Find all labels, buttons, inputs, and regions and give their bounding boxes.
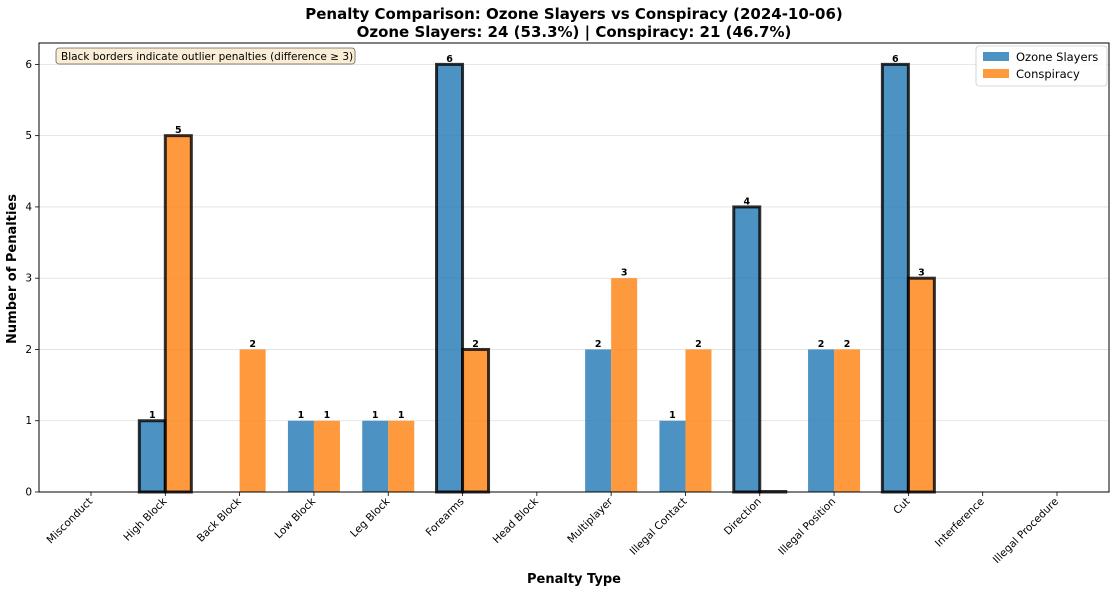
y-tick-label-5: 5 xyxy=(25,130,32,142)
x-tick-label-illegal-position: Illegal Position xyxy=(776,496,838,558)
bar-ozone-slayers-direction xyxy=(732,205,762,494)
y-axis: 0 1 2 3 4 5 6 xyxy=(25,59,39,499)
outlier-note-text: Black borders indicate outlier penalties… xyxy=(61,51,353,63)
bar-conspiracy-illegal-contact xyxy=(685,349,712,492)
bar-conspiracy-leg-block xyxy=(388,420,415,492)
x-tick-label-illegal-procedure: Illegal Procedure xyxy=(991,496,1061,566)
x-tick-label-multiplayer: Multiplayer xyxy=(565,495,615,545)
data-label-conspiracy-cut: 3 xyxy=(918,268,925,279)
bar-conspiracy-illegal-position xyxy=(834,349,861,492)
bar-conspiracy-cut xyxy=(906,276,936,494)
x-tick-label-illegal-contact: Illegal Contact xyxy=(628,496,690,558)
data-label-ozone-slayers-direction: 4 xyxy=(743,196,750,207)
bar-ozone-slayers-forearms xyxy=(435,62,465,494)
y-tick-label-6: 6 xyxy=(25,59,32,71)
data-label-conspiracy-back-block: 2 xyxy=(249,339,256,350)
legend-swatch-ozone-slayers xyxy=(983,52,1009,61)
bar-ozone-slayers-leg-block xyxy=(362,420,389,492)
gridlines xyxy=(39,63,1109,493)
bar-ozone-slayers-low-block xyxy=(287,420,314,492)
y-axis-label: Number of Penalties xyxy=(5,194,20,344)
x-tick-label-back-block: Back Block xyxy=(195,495,245,545)
x-tick-label-cut: Cut xyxy=(891,496,912,517)
data-label-conspiracy-illegal-contact: 2 xyxy=(695,339,702,350)
x-tick-label-leg-block: Leg Block xyxy=(348,495,393,540)
data-label-ozone-slayers-multiplayer: 2 xyxy=(595,339,602,350)
bar-conspiracy-low-block xyxy=(313,420,340,492)
data-label-ozone-slayers-forearms: 6 xyxy=(446,54,453,65)
x-tick-label-forearms: Forearms xyxy=(424,496,467,539)
chart-subtitle: Ozone Slayers: 24 (53.3%) | Conspiracy: … xyxy=(357,23,792,42)
bar-conspiracy-forearms xyxy=(461,347,491,494)
data-label-conspiracy-high-block: 5 xyxy=(175,125,182,136)
bar-ozone-slayers-cut xyxy=(880,62,910,494)
x-tick-label-direction: Direction xyxy=(722,496,764,538)
x-tick-label-low-block: Low Block xyxy=(272,495,318,541)
data-label-conspiracy-multiplayer: 3 xyxy=(621,268,628,279)
legend-swatch-conspiracy xyxy=(983,69,1009,78)
x-axis-label: Penalty Type xyxy=(527,572,621,587)
legend-label-ozone-slayers: Ozone Slayers xyxy=(1016,50,1098,64)
x-tick-label-interference: Interference xyxy=(933,496,987,550)
data-label-ozone-slayers-high-block: 1 xyxy=(149,410,156,421)
y-tick-label-0: 0 xyxy=(25,487,32,499)
y-tick-label-1: 1 xyxy=(25,415,32,427)
data-label-conspiracy-leg-block: 1 xyxy=(398,410,405,421)
legend-label-conspiracy: Conspiracy xyxy=(1016,67,1080,81)
bar-conspiracy-high-block xyxy=(163,134,193,494)
data-label-ozone-slayers-low-block: 1 xyxy=(298,410,305,421)
y-tick-label-3: 3 xyxy=(25,273,32,285)
outlier-note: Black borders indicate outlier penalties… xyxy=(55,47,356,65)
x-tick-label-high-block: High Block xyxy=(121,495,170,544)
x-tick-label-misconduct: Misconduct xyxy=(45,496,96,547)
bar-conspiracy-multiplayer xyxy=(611,278,638,492)
outlier-note-box xyxy=(55,47,356,65)
data-label-ozone-slayers-illegal-position: 2 xyxy=(818,339,825,350)
x-tick-label-head-block: Head Block xyxy=(491,495,542,546)
data-label-ozone-slayers-illegal-contact: 1 xyxy=(669,410,676,421)
data-label-ozone-slayers-cut: 6 xyxy=(892,54,899,65)
y-tick-label-2: 2 xyxy=(25,344,32,356)
plot-frame xyxy=(38,42,1110,493)
chart-title: Penalty Comparison: Ozone Slayers vs Con… xyxy=(305,5,843,23)
bar-ozone-slayers-high-block xyxy=(137,419,167,494)
data-label-conspiracy-illegal-position: 2 xyxy=(844,339,851,350)
y-tick-label-4: 4 xyxy=(25,201,32,213)
data-label-ozone-slayers-leg-block: 1 xyxy=(372,410,379,421)
x-axis: Misconduct High Block Back Block Low Block L… xyxy=(45,492,1061,566)
legend: Ozone Slayers Conspiracy xyxy=(975,45,1108,87)
bar-ozone-slayers-illegal-contact xyxy=(659,420,686,492)
data-label-conspiracy-low-block: 1 xyxy=(324,410,331,421)
data-labels: 1 1 1 6 2 1 4 2 6 5 2 1 1 2 3 2 2 3 xyxy=(149,54,925,421)
bar-ozone-slayers-illegal-position xyxy=(808,349,835,492)
bar-ozone-slayers-multiplayer xyxy=(585,349,612,492)
bar-conspiracy-back-block xyxy=(239,349,266,492)
bars xyxy=(137,62,936,494)
data-label-conspiracy-forearms: 2 xyxy=(472,339,479,350)
